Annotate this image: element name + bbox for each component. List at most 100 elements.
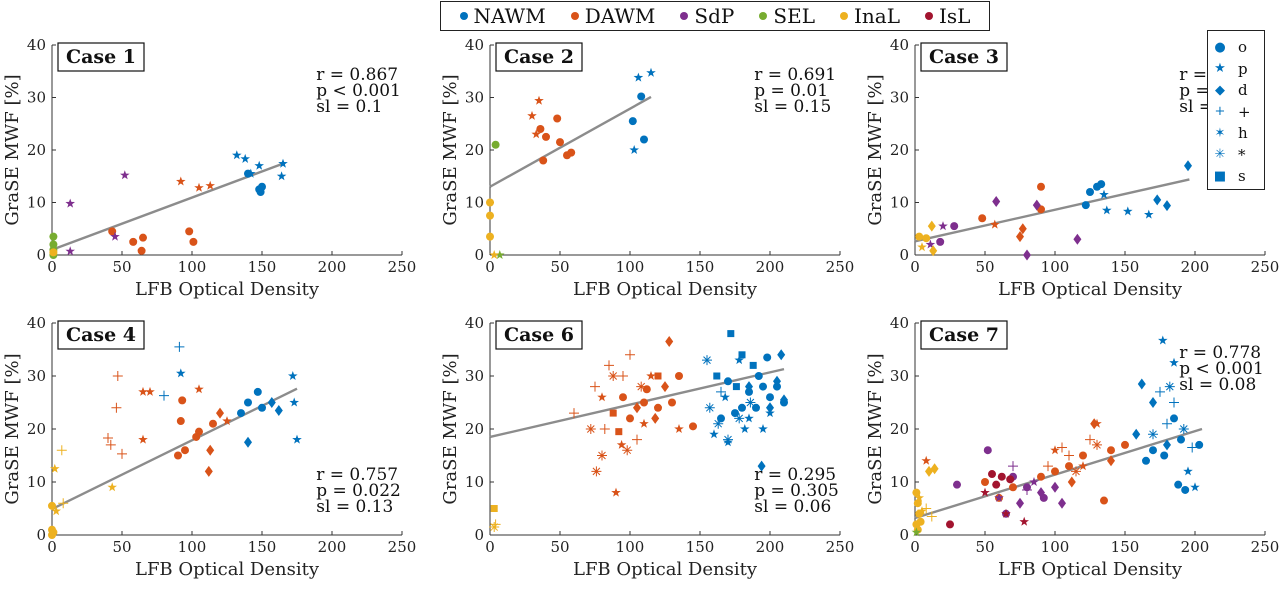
star-marker-icon: ★ [1214, 61, 1226, 76]
data-point [1037, 487, 1045, 499]
data-point [640, 398, 648, 407]
stat-line: r = 0.867 [316, 65, 398, 85]
data-point [1057, 442, 1067, 453]
stat-line: p = 0.305 [754, 481, 839, 501]
data-point [189, 237, 198, 246]
data-point [915, 232, 924, 241]
y-tick-label: 30 [890, 367, 909, 385]
data-point [194, 384, 204, 394]
data-point [740, 424, 750, 433]
data-point [267, 397, 276, 408]
data-point [205, 180, 215, 190]
data-point [531, 129, 541, 139]
data-point [1016, 497, 1024, 509]
data-point [668, 398, 676, 407]
panel-title: Case 6 [504, 324, 574, 346]
data-point [145, 386, 155, 396]
data-point [49, 528, 58, 537]
y-tick-label: 20 [27, 420, 46, 438]
data-point [609, 409, 617, 417]
x-tick-label: 0 [910, 258, 920, 276]
marker-legend-item: + + [1208, 102, 1266, 122]
data-point [1137, 378, 1146, 390]
data-point [1164, 381, 1175, 392]
x-tick-label: 150 [1111, 258, 1140, 276]
data-point [917, 242, 927, 252]
data-point [110, 231, 120, 241]
legend-swatch [925, 12, 934, 20]
data-point [1067, 476, 1076, 488]
x-tick-label: 200 [318, 258, 347, 276]
data-point [49, 232, 58, 241]
data-point [1160, 451, 1169, 460]
x-tick-label: 100 [1041, 258, 1070, 276]
legend-swatch [680, 12, 689, 20]
data-point [766, 402, 774, 414]
data-point [111, 402, 122, 413]
data-point [246, 168, 256, 178]
marker-legend-label: d [1238, 81, 1248, 99]
y-tick-label: 0 [36, 246, 46, 264]
chart-panel-5: 0 50 100 150 200 250 0 10 20 30 40 LFB Optical Dens… [440, 314, 854, 580]
data-point [103, 433, 113, 444]
data-point [1158, 335, 1168, 345]
data-point [674, 424, 684, 433]
data-point [276, 171, 287, 181]
data-point [1144, 209, 1154, 219]
stat-line: r = 0.691 [754, 65, 836, 85]
data-point [105, 439, 116, 450]
data-point [1183, 466, 1193, 476]
y-axis-label: GraSE MWF [%] [2, 353, 23, 504]
y-tick-label: 30 [465, 89, 484, 107]
data-point [585, 424, 596, 434]
data-point [1022, 484, 1032, 495]
data-point [637, 92, 646, 101]
data-point [727, 330, 735, 338]
data-point [1016, 231, 1024, 243]
legend-label: DAWM [584, 4, 656, 28]
data-point [553, 114, 562, 123]
y-tick-label: 40 [890, 314, 909, 332]
data-point [178, 396, 187, 405]
data-point [1065, 462, 1073, 471]
x-tick-label: 150 [248, 258, 277, 276]
x-axis-label: LFB Optical Density [998, 559, 1183, 580]
data-point [1155, 386, 1165, 397]
stat-line: p < 0.001 [316, 81, 401, 101]
regression-line [914, 427, 1203, 520]
legend-label: IsL [939, 4, 971, 28]
data-point [632, 434, 642, 445]
y-tick-label: 30 [27, 89, 46, 107]
data-point [946, 520, 954, 529]
x-tick-label: 200 [1181, 538, 1210, 556]
x-tick-label: 0 [485, 538, 495, 556]
data-point [176, 368, 186, 378]
panel-title-box [57, 320, 145, 350]
data-point [1149, 397, 1157, 408]
data-point [921, 455, 931, 465]
data-point [921, 503, 932, 514]
data-point [117, 448, 127, 459]
data-point [120, 170, 130, 180]
y-tick-label: 40 [27, 36, 46, 54]
data-point [990, 219, 1000, 229]
y-tick-label: 30 [890, 89, 909, 107]
marker-legend: ● o ★ p ◆ d + + ✶ h ✳ * ■ s [1207, 30, 1265, 190]
y-tick-label: 40 [890, 36, 909, 54]
marker-legend-label: h [1238, 124, 1248, 142]
x-tick-label: 150 [686, 258, 715, 276]
y-tick-label: 10 [465, 194, 484, 212]
legend-swatch [459, 12, 468, 20]
data-point [253, 387, 262, 396]
y-tick-label: 20 [465, 420, 484, 438]
data-point [913, 499, 922, 508]
panel-title-box [495, 320, 583, 350]
legend-label: SEL [773, 4, 815, 28]
y-tick-label: 10 [890, 194, 909, 212]
data-point [1195, 440, 1204, 449]
x-tick-label: 0 [910, 538, 920, 556]
data-point [539, 156, 548, 165]
x-tick-label: 0 [485, 258, 495, 276]
data-point [1009, 483, 1017, 492]
chart-panel-2: 0 50 100 150 200 250 0 10 20 30 40 LFB Optical Dens… [440, 36, 854, 300]
